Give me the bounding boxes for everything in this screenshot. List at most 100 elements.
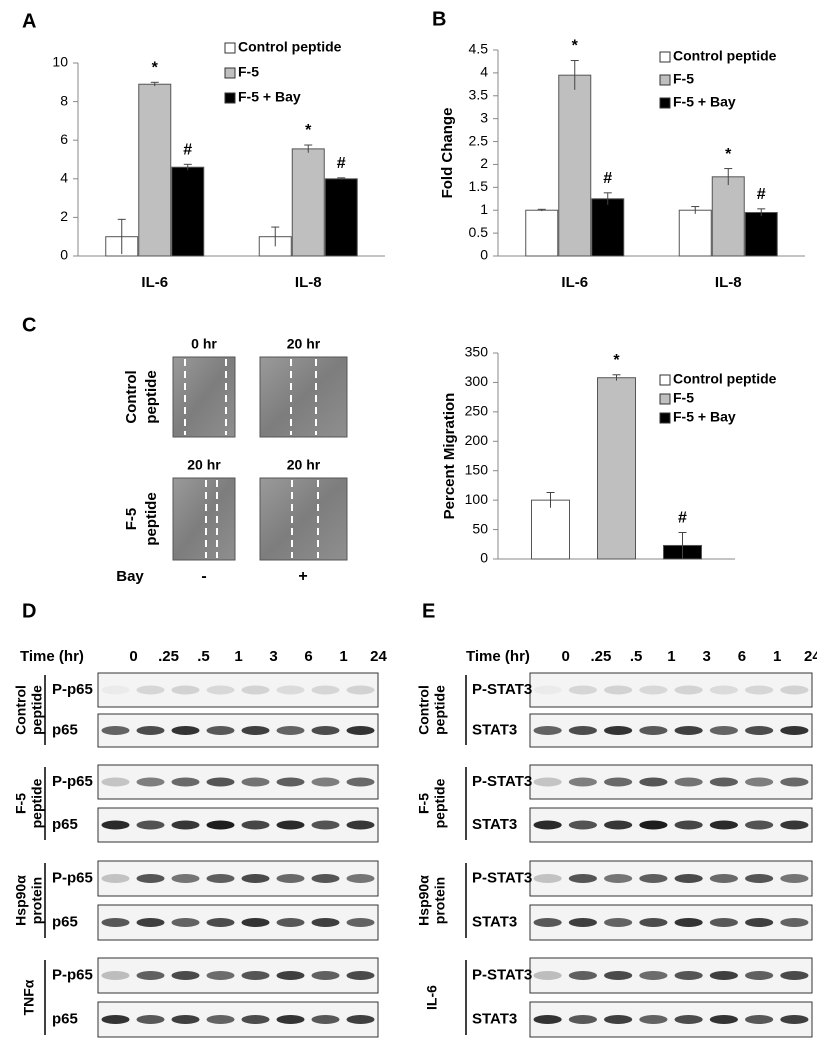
time-point: 1: [339, 648, 347, 665]
error-bar: [183, 163, 192, 171]
band: [780, 777, 809, 787]
band: [311, 820, 340, 830]
band: [604, 874, 633, 883]
band: [241, 685, 270, 695]
band: [276, 971, 305, 980]
band: [780, 726, 809, 735]
treatment-value: +: [298, 568, 307, 585]
y-axis-label: Percent Migration: [441, 393, 458, 520]
group-label: protein: [29, 877, 45, 924]
row-label: p65: [52, 816, 78, 833]
y-tick-label: 50: [472, 520, 488, 536]
x-tick-label: IL-8: [715, 274, 742, 291]
band: [674, 777, 703, 787]
band: [709, 777, 738, 787]
band: [639, 971, 668, 980]
bar: [678, 209, 712, 257]
x-tick-label: IL-6: [561, 274, 588, 291]
group-label: Hsp90α: [416, 875, 432, 926]
micrograph: [172, 477, 236, 561]
row-label: P-p65: [52, 966, 93, 983]
band: [241, 874, 270, 883]
band: [568, 685, 597, 695]
panel-label: A: [22, 10, 36, 32]
group-label: TNFα: [21, 979, 37, 1015]
y-tick-label: 0: [480, 247, 488, 263]
bar: [597, 377, 636, 560]
micrograph: [259, 477, 348, 561]
significance-mark: *: [572, 38, 579, 55]
error-bar: [603, 192, 612, 205]
band: [311, 874, 340, 883]
band: [604, 1015, 633, 1024]
row-label: P-p65: [52, 869, 93, 886]
band: [311, 971, 340, 980]
time-point: 0: [561, 648, 569, 665]
band: [276, 820, 305, 830]
row-label: P-STAT3: [472, 869, 532, 886]
band: [136, 685, 165, 695]
row-label: p65: [52, 1010, 78, 1027]
group-label: Control: [13, 685, 29, 735]
band: [206, 777, 235, 787]
y-tick-label: 2: [60, 208, 68, 224]
band: [533, 820, 562, 830]
legend-swatch: [224, 92, 236, 104]
band: [101, 820, 130, 830]
row-label: STAT3: [472, 721, 517, 738]
legend-label: F-5: [673, 71, 694, 87]
band: [171, 971, 200, 980]
band: [674, 874, 703, 883]
row-label: p65: [52, 721, 78, 738]
y-axis-label: Fold Change: [439, 108, 456, 199]
band: [276, 685, 305, 695]
time-point: .25: [590, 648, 611, 665]
error-bar: [337, 177, 346, 180]
band: [101, 685, 130, 695]
significance-mark: #: [183, 142, 192, 159]
band: [780, 874, 809, 883]
y-tick-label: 1.5: [469, 178, 489, 194]
time-point: .25: [158, 648, 179, 665]
band: [604, 777, 633, 787]
band: [533, 685, 562, 695]
band: [101, 918, 130, 927]
row-label: STAT3: [472, 816, 517, 833]
row-label: p65: [52, 913, 78, 930]
band: [745, 685, 774, 695]
y-tick-label: 0: [480, 550, 488, 566]
group-label: peptide: [29, 778, 45, 828]
band: [171, 874, 200, 883]
micrograph: [259, 356, 348, 438]
band: [674, 1015, 703, 1024]
legend-swatch: [659, 97, 671, 109]
significance-mark: #: [337, 155, 346, 172]
x-tick-label: IL-6: [141, 274, 168, 291]
band: [533, 918, 562, 927]
legend-swatch: [659, 374, 671, 386]
band: [136, 777, 165, 787]
significance-mark: *: [613, 352, 620, 369]
band: [780, 971, 809, 980]
band: [136, 726, 165, 735]
time-point: 1: [234, 648, 242, 665]
significance-mark: #: [603, 170, 612, 187]
band: [639, 820, 668, 830]
band: [639, 685, 668, 695]
time-point: 24: [370, 648, 387, 665]
significance-mark: #: [757, 186, 766, 203]
group-label: peptide: [29, 685, 45, 735]
y-tick-label: 4.5: [469, 41, 489, 57]
time-point: 3: [702, 648, 710, 665]
y-tick-label: 10: [52, 54, 68, 70]
band: [568, 726, 597, 735]
band: [276, 918, 305, 927]
row-label: Control: [123, 370, 140, 423]
band: [311, 777, 340, 787]
time-label: Time (hr): [20, 648, 84, 665]
y-tick-label: 350: [465, 344, 489, 360]
y-tick-label: 250: [465, 403, 489, 419]
band: [780, 820, 809, 830]
panel-label: E: [422, 600, 435, 622]
